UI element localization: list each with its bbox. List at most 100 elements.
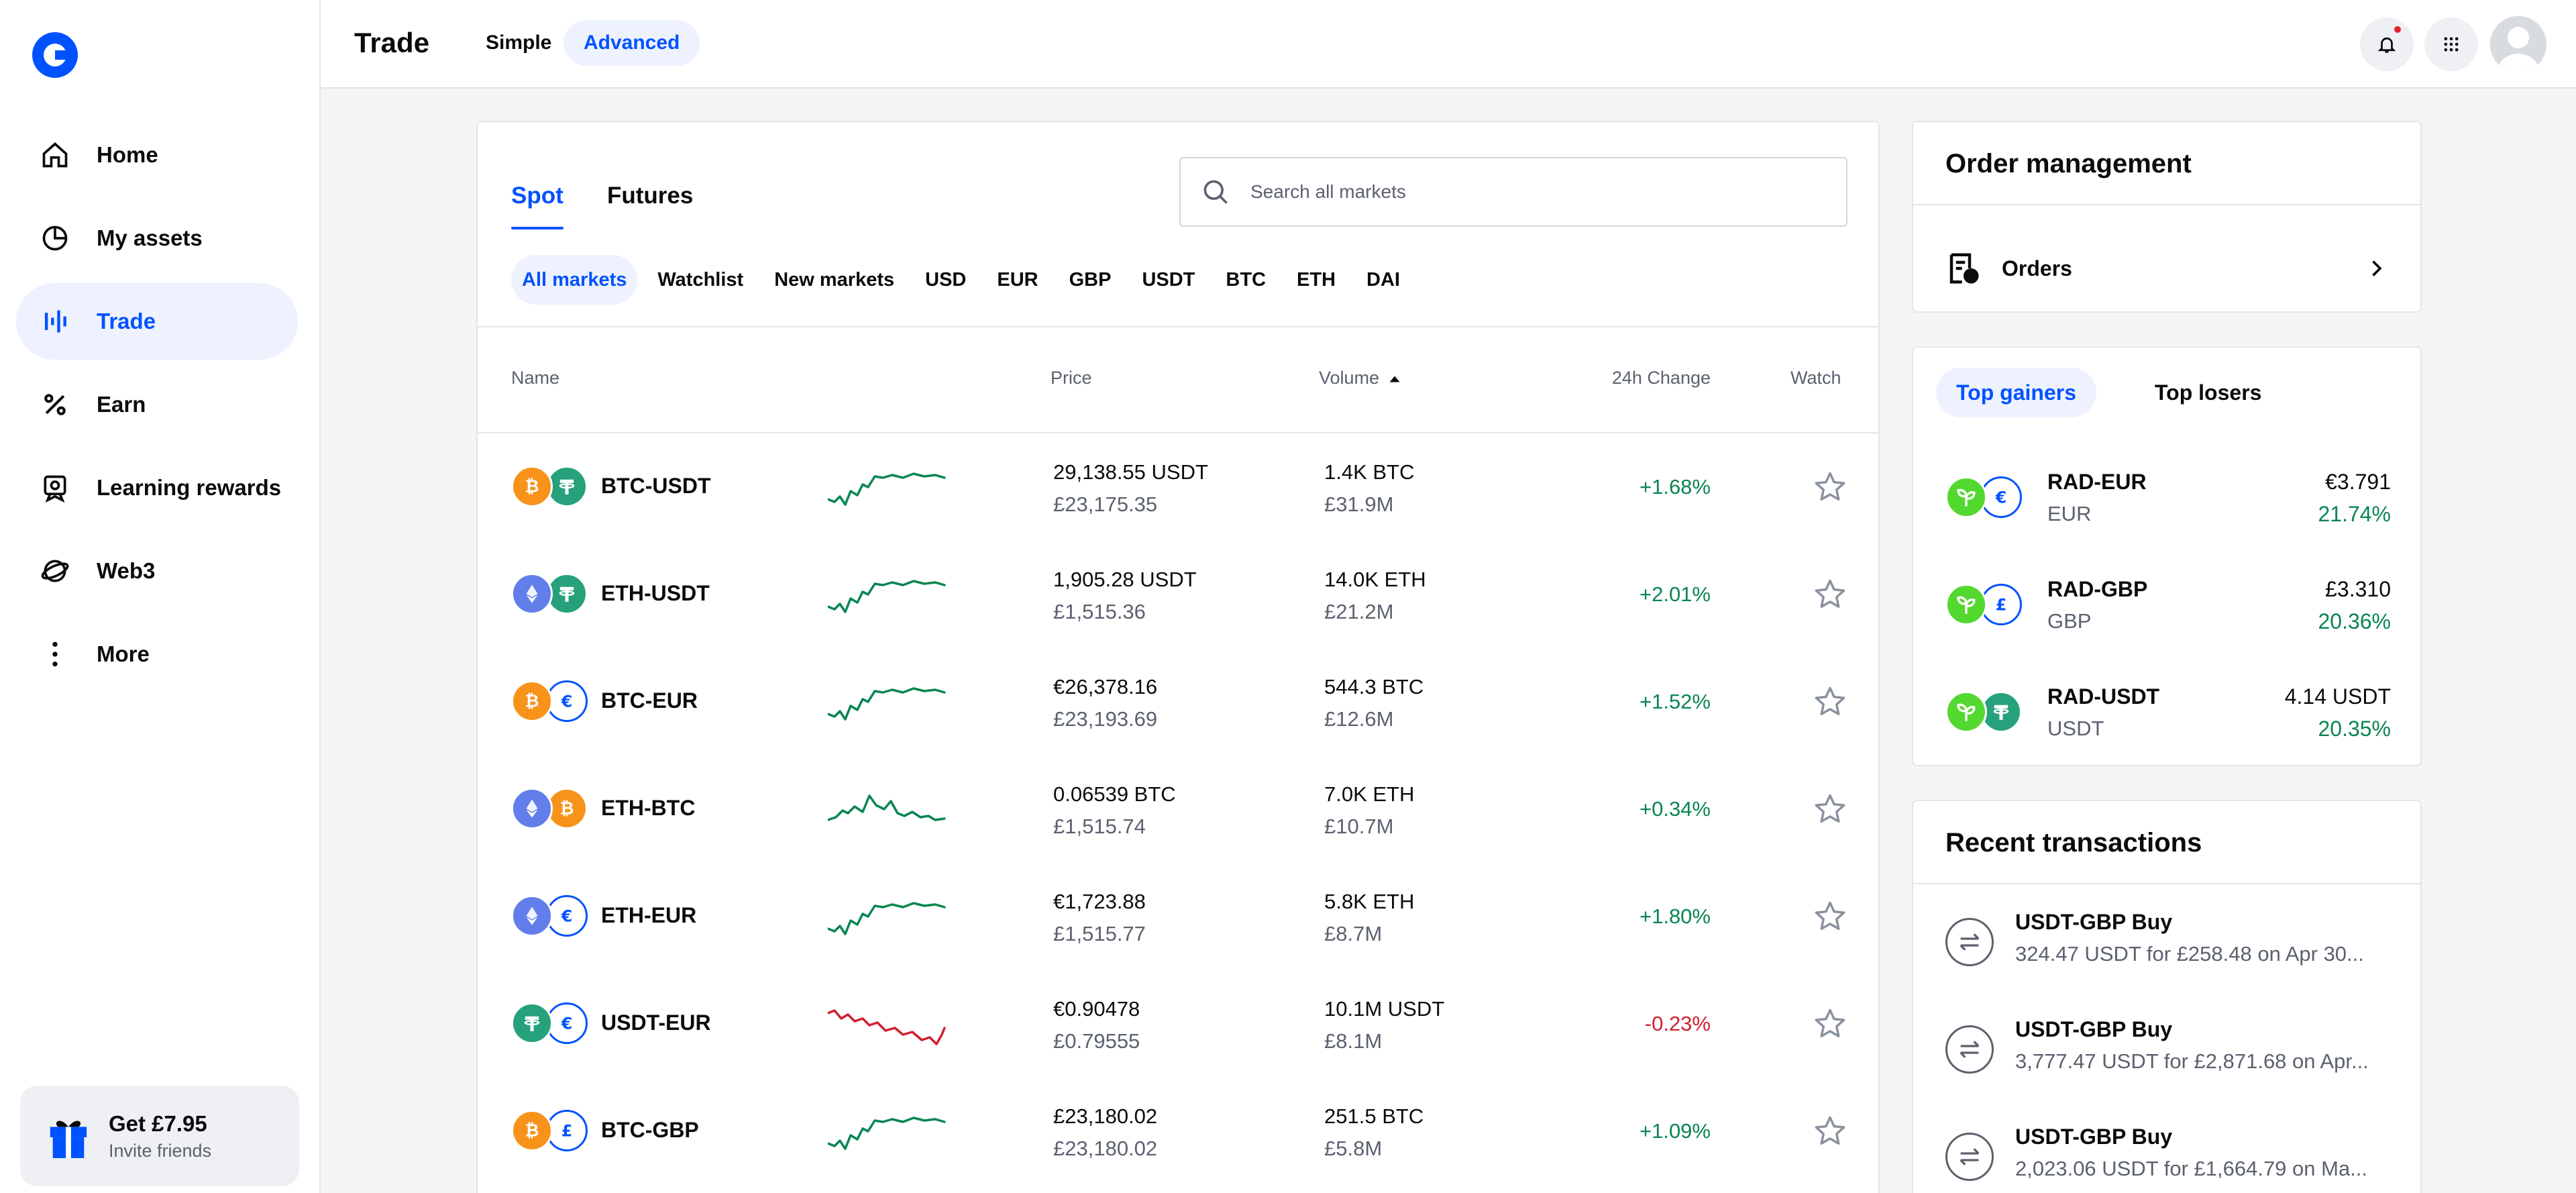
search-input[interactable] — [1250, 181, 1827, 203]
page-title: Trade — [354, 27, 430, 58]
filter-all-markets[interactable]: All markets — [511, 255, 638, 305]
eur-coin-icon: € — [546, 680, 588, 722]
sort-ascending-icon — [1389, 376, 1400, 382]
order-management-card: Order management Orders — [1912, 121, 2422, 313]
gainer-item[interactable]: RAD-USDT USDT 4.14 USDT 20.35% — [1945, 675, 2391, 749]
change-value: +1.68% — [1639, 475, 1711, 499]
invite-subtitle: Invite friends — [109, 1140, 212, 1161]
divider — [1913, 204, 2420, 205]
market-panel: Spot Futures All markets Watchlist New m… — [476, 121, 1880, 1193]
filter-dai[interactable]: DAI — [1366, 268, 1400, 291]
invite-title: Get £7.95 — [109, 1110, 207, 1136]
sidebar-item-more[interactable]: More — [16, 616, 298, 692]
filter-eur[interactable]: EUR — [997, 268, 1038, 291]
home-icon — [40, 140, 70, 170]
volume-fiat-value: £31.9M — [1324, 492, 1394, 516]
watchlist-star-icon[interactable] — [1813, 470, 1847, 505]
price-fiat-value: £23,193.69 — [1053, 707, 1158, 731]
recent-transactions-title: Recent transactions — [1945, 828, 2202, 858]
usdt-coin-icon — [511, 1002, 553, 1044]
watchlist-star-icon[interactable] — [1813, 792, 1847, 827]
table-row[interactable]: ₿ € BTC-EUR €26,378.16 £23,193.69 544.3 BTC £1… — [478, 648, 1878, 756]
filter-gbp[interactable]: GBP — [1069, 268, 1112, 291]
sidebar-item-trade[interactable]: Trade — [16, 283, 298, 360]
sidebar-item-my-assets[interactable]: My assets — [16, 200, 298, 276]
pair-coin-icons: ₿ — [511, 466, 592, 509]
watchlist-star-icon[interactable] — [1813, 1114, 1847, 1149]
svg-text:£: £ — [1996, 596, 2007, 615]
pair-coin-icons: ₿ — [511, 788, 592, 831]
invite-friends-card[interactable]: Get £7.95 Invite friends — [20, 1086, 299, 1186]
filter-btc[interactable]: BTC — [1226, 268, 1266, 291]
tab-top-gainers[interactable]: Top gainers — [1936, 368, 2096, 417]
usdt-coin-icon — [546, 573, 588, 615]
table-row[interactable]: ₿ BTC-USDT 29,138.55 USDT £23,175.35 1.4K BT… — [478, 433, 1878, 541]
filter-usd[interactable]: USD — [925, 268, 967, 291]
sparkline-chart — [828, 902, 946, 935]
apps-grid-button[interactable] — [2424, 17, 2478, 71]
volume-fiat-value: £21.2M — [1324, 600, 1394, 623]
table-row[interactable]: ₿ ETH-BTC 0.06539 BTC £1,515.74 7.0K ETH £10.… — [478, 756, 1878, 863]
notification-dot — [2392, 24, 2403, 35]
watchlist-star-icon[interactable] — [1813, 899, 1847, 934]
transaction-item[interactable]: USDT-GBP Buy 324.47 USDT for £258.48 on A… — [1945, 902, 2408, 976]
gainer-pair: RAD-EUR — [2047, 470, 2147, 494]
pair-coin-icons: € — [511, 1002, 592, 1045]
gainer-price: €3.791 — [2325, 470, 2391, 494]
search-box[interactable] — [1179, 157, 1847, 227]
column-header-price[interactable]: Price — [1051, 368, 1092, 388]
filter-usdt[interactable]: USDT — [1142, 268, 1195, 291]
table-row[interactable]: ₿ £ BTC-GBP £23,180.02 £23,180.02 251.5 BTC £5… — [478, 1078, 1878, 1185]
sidebar-item-web3[interactable]: Web3 — [16, 533, 298, 609]
swap-arrows-icon — [1945, 918, 1994, 966]
gainer-item[interactable]: € RAD-EUR EUR €3.791 21.74% — [1945, 460, 2391, 534]
gainer-change: 21.74% — [2318, 502, 2391, 526]
tab-futures[interactable]: Futures — [607, 183, 694, 209]
gainer-item[interactable]: £ RAD-GBP GBP £3.310 20.36% — [1945, 568, 2391, 641]
gainer-price: 4.14 USDT — [2284, 684, 2391, 709]
gift-icon — [47, 1114, 90, 1158]
watchlist-star-icon[interactable] — [1813, 684, 1847, 719]
table-row[interactable]: ETH-USDT 1,905.28 USDT £1,515.36 14.0K ETH £… — [478, 541, 1878, 648]
table-row[interactable]: € ETH-EUR €1,723.88 £1,515.77 5.8K ETH £8.7M +… — [478, 863, 1878, 970]
eth-coin-icon — [511, 788, 553, 829]
volume-fiat-value: £5.8M — [1324, 1137, 1383, 1160]
svg-text:€: € — [561, 907, 573, 926]
filter-eth[interactable]: ETH — [1297, 268, 1336, 291]
eth-coin-icon — [511, 573, 553, 615]
tab-spot[interactable]: Spot — [511, 183, 564, 229]
column-header-volume[interactable]: Volume — [1319, 368, 1401, 388]
sidebar-item-label: My assets — [97, 225, 203, 250]
user-avatar-icon — [2490, 16, 2546, 72]
filter-new-markets[interactable]: New markets — [774, 268, 895, 291]
sidebar-item-learning-rewards[interactable]: Learning rewards — [16, 450, 298, 526]
sidebar-item-home[interactable]: Home — [16, 117, 298, 193]
simple-mode-button[interactable]: Simple — [486, 32, 552, 54]
advanced-mode-button[interactable]: Advanced — [564, 20, 700, 66]
trade-bars-icon — [40, 307, 70, 336]
transaction-item[interactable]: USDT-GBP Buy 2,023.06 USDT for £1,664.79 … — [1945, 1117, 2408, 1190]
column-header-name[interactable]: Name — [511, 368, 560, 388]
price-value: 1,905.28 USDT — [1053, 568, 1197, 591]
sidebar-item-earn[interactable]: Earn — [16, 366, 298, 443]
order-management-title: Order management — [1945, 149, 2192, 178]
volume-value: 251.5 BTC — [1324, 1104, 1424, 1128]
svg-text:₿: ₿ — [560, 799, 574, 819]
tab-top-losers[interactable]: Top losers — [2155, 380, 2262, 405]
table-row[interactable]: € USDT-EUR €0.90478 £0.79555 10.1M USDT £8.1M… — [478, 970, 1878, 1078]
filter-watchlist[interactable]: Watchlist — [657, 268, 744, 291]
pair-coin-icons: ₿ € — [511, 680, 592, 723]
transaction-item[interactable]: USDT-GBP Buy 3,777.47 USDT for £2,871.68 … — [1945, 1009, 2408, 1083]
eur-coin-icon: € — [1980, 476, 2022, 518]
top-header: Trade Simple Advanced — [321, 0, 2576, 89]
watchlist-star-icon[interactable] — [1813, 1006, 1847, 1041]
btc-coin-icon: ₿ — [511, 680, 553, 722]
avatar[interactable] — [2490, 16, 2546, 72]
volume-value: 1.4K BTC — [1324, 460, 1415, 484]
orders-link[interactable]: Orders — [1945, 240, 2391, 297]
swap-arrows-icon — [1945, 1025, 1994, 1074]
notifications-button[interactable] — [2360, 17, 2414, 71]
column-header-change[interactable]: 24h Change — [1611, 368, 1711, 388]
coinbase-logo-icon[interactable] — [32, 32, 78, 78]
watchlist-star-icon[interactable] — [1813, 577, 1847, 612]
